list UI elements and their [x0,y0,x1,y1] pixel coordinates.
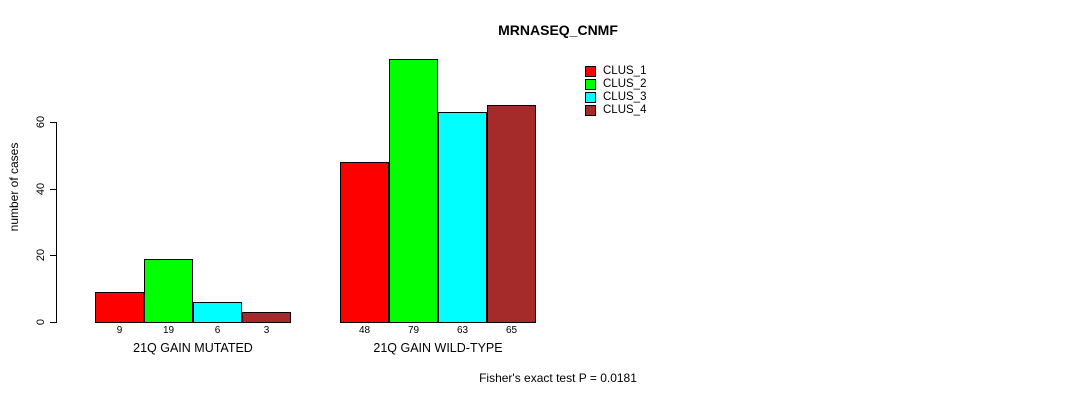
bar-clus_1-group2 [340,162,389,323]
y-axis-tick-label: 60 [35,115,47,129]
bar-value-label: 65 [505,325,518,336]
legend-item-clus_2: CLUS_2 [585,78,646,91]
y-axis-tick [50,188,56,190]
legend-item-clus_4: CLUS_4 [585,104,646,117]
legend-swatch-clus_3 [585,92,596,103]
bar-clus_4-group2 [487,105,536,323]
y-axis-label: number of cases [7,142,21,232]
bar-clus_2-group2 [389,58,438,323]
bar-value-label: 6 [214,325,221,336]
footer-annotation: Fisher's exact test P = 0.0181 [479,371,637,385]
bar-clus_3-group1 [193,302,242,323]
y-axis-tick [50,255,56,257]
bar-clus_4-group1 [242,312,291,323]
legend-swatch-clus_1 [585,66,596,77]
legend: CLUS_1 CLUS_2 CLUS_3 CLUS_4 [585,65,646,117]
legend-label: CLUS_1 [603,65,647,77]
x-category-label: 21Q GAIN WILD-TYPE [373,341,503,355]
y-axis-tick [50,122,56,123]
bar-value-label: 19 [162,325,175,336]
bar-value-label: 3 [263,325,270,336]
y-axis-tick [50,322,56,323]
chart-title: MRNASEQ_CNMF [498,22,618,38]
bar-value-label: 48 [358,325,371,336]
legend-item-clus_3: CLUS_3 [585,91,646,104]
bar-value-label: 79 [407,325,420,336]
legend-swatch-clus_4 [585,105,596,116]
bar-clus_1-group1 [95,292,144,323]
bar-clus_2-group1 [144,258,193,323]
y-axis-tick-label: 40 [35,182,47,195]
bar-value-label: 63 [456,325,469,336]
y-axis-line [56,122,57,323]
legend-label: CLUS_4 [603,104,647,116]
y-axis-tick-label: 20 [35,249,47,262]
x-category-label: 21Q GAIN MUTATED [133,341,253,355]
bar-value-label: 9 [116,325,123,336]
legend-item-clus_1: CLUS_1 [585,65,646,78]
legend-label: CLUS_3 [603,91,647,103]
y-axis-tick-label: 0 [35,318,47,326]
legend-label: CLUS_2 [603,78,647,90]
bar-clus_3-group2 [438,112,487,323]
legend-swatch-clus_2 [585,79,596,90]
